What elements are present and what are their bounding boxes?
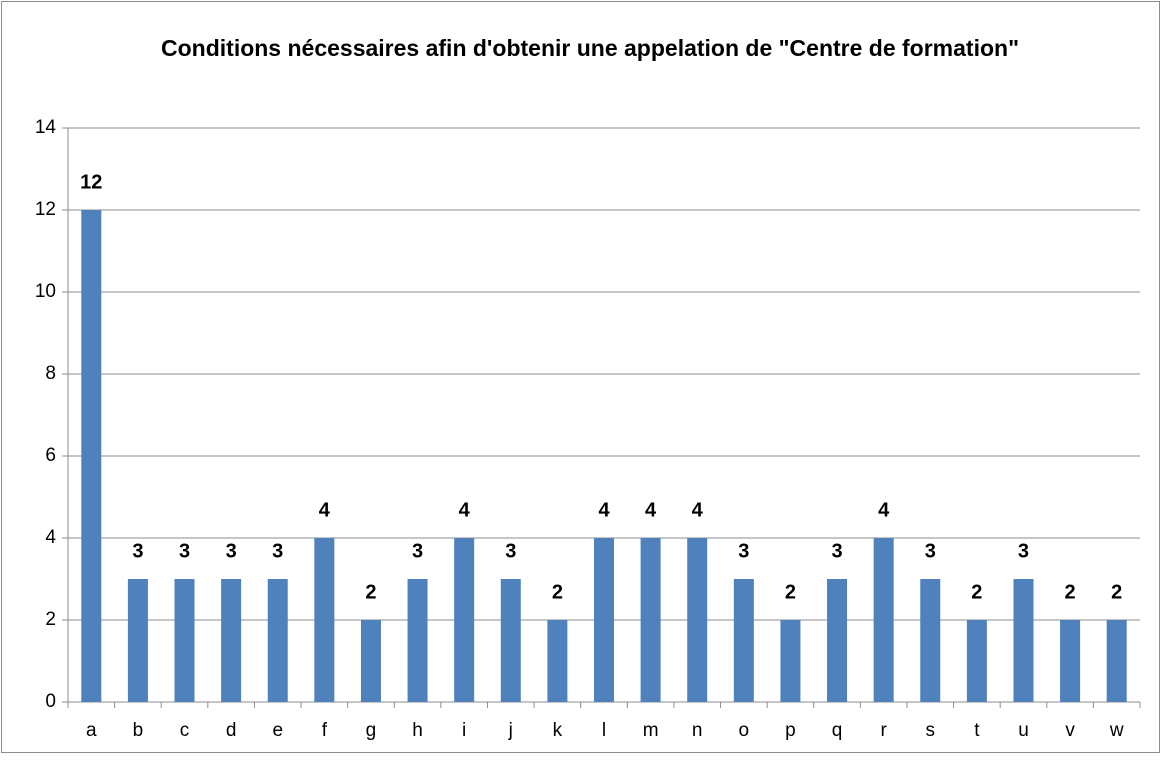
data-label: 3: [505, 540, 516, 562]
x-tick-label: k: [553, 720, 563, 741]
data-label: 3: [272, 540, 283, 562]
x-tick-label: f: [322, 720, 328, 741]
bar: [873, 538, 894, 702]
y-tick-label: 2: [45, 609, 56, 630]
x-tick-label: n: [692, 720, 703, 741]
data-label: 4: [598, 499, 610, 521]
y-tick-label: 8: [45, 363, 56, 384]
x-tick-label: v: [1065, 720, 1075, 741]
bar: [733, 579, 754, 702]
data-label: 3: [226, 540, 237, 562]
x-tick-label: w: [1109, 720, 1124, 741]
data-label: 3: [925, 540, 936, 562]
bar: [594, 538, 614, 702]
data-label: 3: [412, 540, 423, 562]
data-label: 4: [319, 499, 331, 521]
x-tick-label: r: [880, 720, 887, 741]
bar: [640, 538, 661, 702]
data-label: 2: [785, 581, 796, 603]
data-label: 4: [459, 499, 471, 521]
bar: [174, 579, 195, 702]
bar: [500, 579, 521, 702]
x-tick-label: g: [366, 720, 377, 741]
x-tick-label: s: [926, 720, 936, 741]
bar: [407, 579, 428, 702]
bar: [1013, 579, 1034, 702]
x-tick-label: b: [133, 720, 144, 741]
data-label: 4: [692, 499, 704, 521]
y-tick-label: 14: [35, 117, 57, 138]
x-tick-label: l: [602, 720, 606, 741]
x-tick-label: q: [832, 720, 843, 741]
bar: [780, 620, 801, 702]
data-label: 12: [80, 171, 102, 193]
x-tick-label: a: [86, 720, 97, 741]
bar: [827, 579, 848, 702]
bar: [221, 579, 242, 702]
x-tick-label: t: [974, 720, 980, 741]
bar: [920, 579, 941, 702]
x-tick-label: p: [785, 720, 796, 741]
bar: [314, 538, 335, 702]
data-label: 2: [365, 581, 376, 603]
y-tick-label: 4: [45, 527, 56, 548]
x-tick-label: u: [1018, 720, 1029, 741]
x-tick-label: i: [462, 720, 466, 741]
x-tick-label: m: [643, 720, 659, 741]
data-label: 2: [1065, 581, 1076, 603]
bar: [1106, 620, 1127, 702]
y-tick-label: 6: [45, 445, 56, 466]
data-label: 3: [132, 540, 143, 562]
bar: [81, 210, 102, 702]
bar: [127, 579, 148, 702]
y-tick-label: 0: [45, 691, 56, 712]
data-label: 2: [552, 581, 563, 603]
x-tick-label: o: [739, 720, 750, 741]
chart-title: Conditions nécessaires afin d'obtenir un…: [161, 35, 1019, 61]
bar: [360, 620, 381, 702]
y-tick-label: 12: [35, 199, 56, 220]
data-label: 3: [738, 540, 749, 562]
data-label: 4: [878, 499, 890, 521]
x-tick-label: c: [180, 720, 190, 741]
bar: [966, 620, 987, 702]
data-label: 2: [1111, 581, 1122, 603]
x-tick-label: j: [508, 720, 513, 741]
bar: [454, 538, 475, 702]
bar: [687, 538, 708, 702]
y-tick-label: 10: [35, 281, 56, 302]
x-tick-label: e: [272, 720, 283, 741]
data-label: 3: [179, 540, 190, 562]
data-label: 3: [1018, 540, 1029, 562]
bar: [267, 579, 288, 702]
data-label: 3: [831, 540, 842, 562]
data-label: 2: [971, 581, 982, 603]
bar: [1060, 620, 1081, 702]
bar: [547, 620, 568, 702]
x-tick-label: d: [226, 720, 237, 741]
data-label: 4: [645, 499, 657, 521]
x-tick-label: h: [412, 720, 423, 741]
